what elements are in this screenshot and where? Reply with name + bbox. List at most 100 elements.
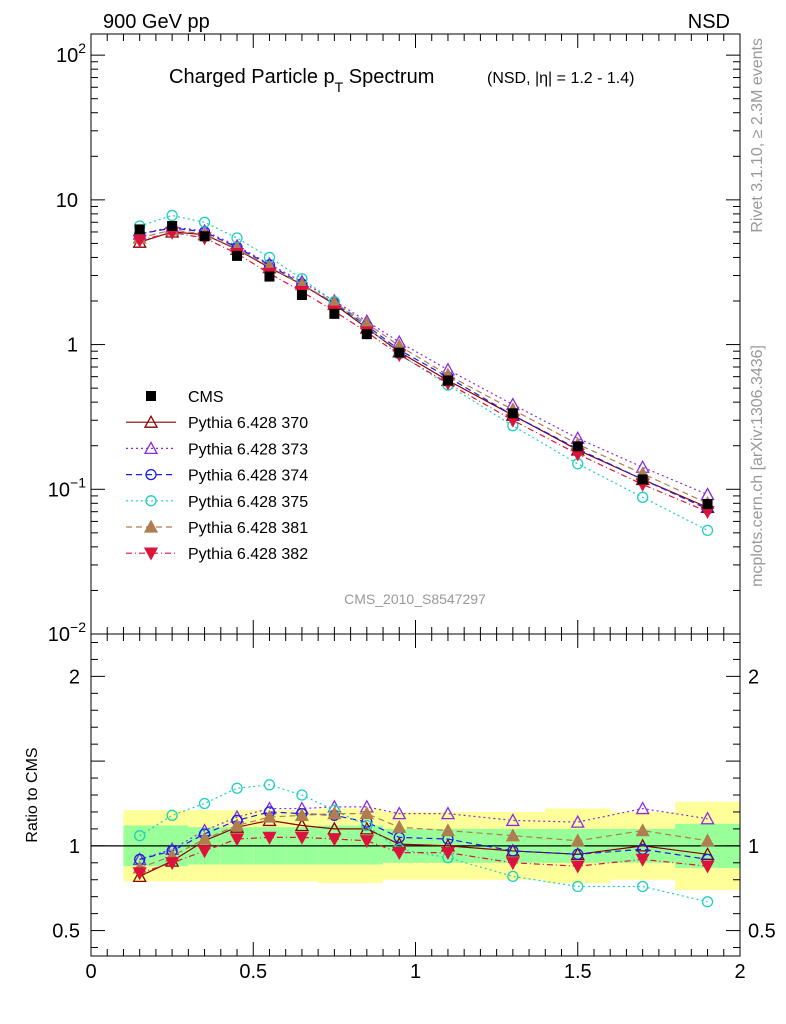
cms-data-point (507, 408, 518, 419)
main-panel: 102 10 1 10−1 10−2 Charged Particle pT Spect… (48, 33, 741, 646)
chart-title: Charged Particle pT Spectrum (169, 66, 434, 95)
legend-marker (146, 391, 156, 401)
ratio-line (139, 836, 708, 874)
ytick-label: 102 (56, 40, 86, 67)
ratio-point (507, 870, 519, 882)
ratio-point (132, 868, 147, 882)
ratio-point (637, 880, 649, 893)
legend-entry: Pythia 6.428 375 (126, 494, 308, 511)
ratio-point (327, 833, 342, 847)
legend-marker (145, 468, 157, 481)
ratio-point (132, 867, 147, 881)
ratio-point (505, 813, 520, 827)
ratio-point (359, 835, 374, 849)
ratio-point (700, 860, 715, 874)
ytick-label: 10 (56, 190, 78, 212)
cms-data-point (232, 250, 243, 261)
cms-data-point (167, 220, 178, 231)
main-reference (134, 220, 713, 510)
data-point (637, 491, 649, 503)
side-label-mcplots: mcplots.cern.ch [arXiv:1306.3436] (749, 345, 766, 587)
chart-title-rest: Spectrum (343, 66, 434, 88)
xtick-label: 1.5 (564, 961, 592, 983)
main-ytick-labels: 102 10 1 10−1 10−2 (48, 40, 86, 646)
xtick-labels: 0 0.5 1 1.5 2 (85, 961, 745, 983)
xtick-label: 0 (85, 961, 96, 983)
ratio-line (139, 806, 708, 860)
ratio-point (572, 848, 584, 860)
ratio-point (440, 806, 456, 820)
series-3 (134, 209, 714, 537)
ratio-point (327, 806, 342, 820)
ratio-point (635, 853, 650, 867)
ratio-point (294, 818, 310, 832)
chart-subtitle: (NSD, |η| = 1.2 - 1.4) (487, 70, 634, 87)
main-series (132, 209, 715, 537)
legend: CMS Pythia 6.428 370 Pythia 6.428 373 Pythi… (126, 389, 308, 563)
legend-entry: Pythia 6.428 381 (126, 519, 308, 537)
legend-marker (143, 414, 159, 428)
legend-entry: CMS (146, 389, 224, 406)
legend-entry: Pythia 6.428 373 (126, 441, 308, 458)
ratio-point (440, 823, 456, 837)
ratio-line (139, 813, 708, 869)
ratio-point (165, 857, 180, 871)
cms-data-point (199, 231, 210, 242)
ratio-ytick-label-right: 2 (748, 666, 759, 688)
cms-data-point (134, 224, 145, 235)
legend-label: Pythia 6.428 381 (188, 520, 308, 537)
ratio-point (570, 860, 585, 874)
legend-marker (145, 495, 157, 507)
ratio-point (296, 789, 308, 801)
ratio-point (701, 896, 714, 908)
ratio-point (294, 807, 310, 821)
chart-title-subscript: T (335, 79, 344, 95)
ratio-point (392, 819, 407, 833)
ratio-point (294, 831, 310, 845)
ratio-point (166, 809, 178, 821)
ratio-point (263, 779, 276, 791)
ratio-point (197, 831, 212, 845)
ratio-line (139, 811, 708, 860)
ratio-ytick-label: 1 (69, 836, 80, 858)
ratio-point (359, 806, 374, 820)
cms-data-point (637, 474, 648, 485)
side-label-rivet: Rivet 3.1.10, ≥ 2.3M events (749, 38, 766, 233)
legend-marker (143, 441, 159, 455)
ratio-point (570, 814, 585, 828)
ratio-point (361, 819, 373, 832)
legend-entry: Pythia 6.428 382 (126, 546, 308, 563)
ytick-label: 10−2 (48, 619, 86, 646)
ratio-ytick-label-right: 0.5 (748, 921, 776, 943)
main-frame (90, 33, 741, 635)
ratio-point (505, 828, 520, 842)
cms-data-point (702, 499, 713, 510)
legend-label: Pythia 6.428 370 (188, 415, 308, 432)
ratio-point (262, 831, 277, 845)
ytick-label: 1 (67, 335, 78, 357)
ratio-ylabel: Ratio to CMS (24, 747, 41, 842)
ratio-point (700, 811, 715, 825)
cms-data-point (361, 329, 372, 340)
ratio-point (572, 880, 584, 893)
ratio-point (134, 830, 146, 842)
ytick-label: 10−1 (48, 474, 86, 501)
ratio-point (440, 846, 456, 860)
ratio-ticks (90, 634, 741, 956)
legend-label: Pythia 6.428 375 (188, 494, 308, 511)
legend-label: CMS (188, 389, 224, 406)
ratio-series-5 (132, 831, 715, 881)
legend-entry: Pythia 6.428 370 (126, 414, 308, 432)
legend-label: Pythia 6.428 373 (188, 441, 308, 458)
series-line (139, 231, 708, 508)
cms-data-point (296, 290, 307, 301)
ratio-point (570, 833, 585, 847)
ratio-point (507, 845, 519, 857)
ratio-ytick-labels: 2 2 1 1 0.5 0.5 (52, 666, 776, 942)
legend-label: Pythia 6.428 374 (188, 468, 308, 485)
cms-data-point (442, 375, 453, 386)
ratio-point (700, 833, 715, 847)
cms-data-point (329, 308, 340, 319)
ratio-point (392, 846, 407, 860)
